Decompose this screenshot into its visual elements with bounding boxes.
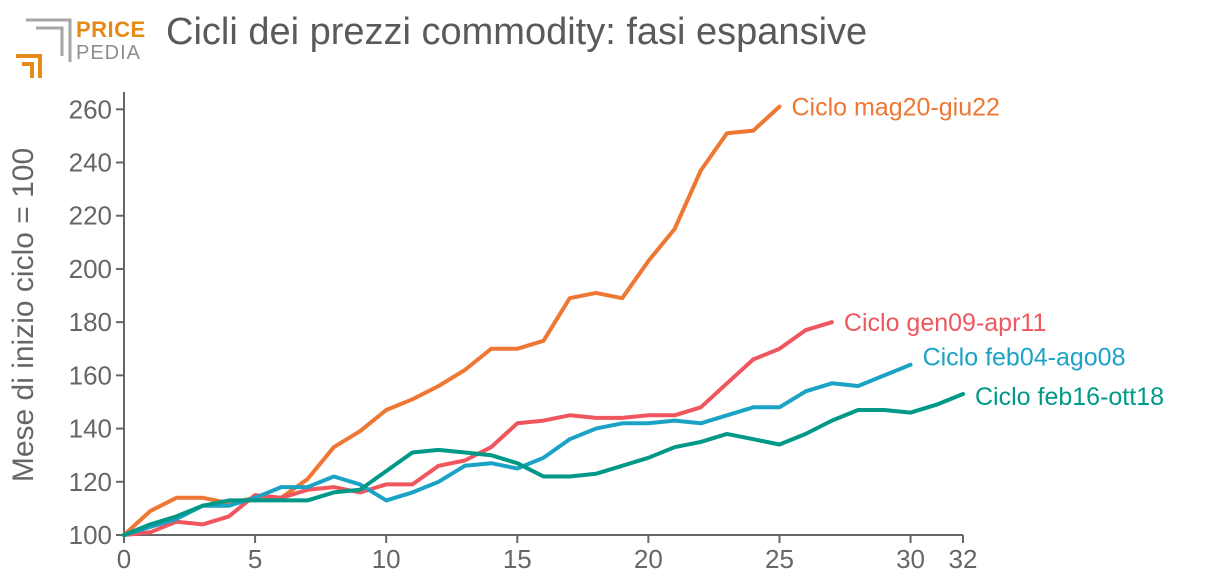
y-tick-label: 120	[69, 467, 112, 497]
series-line	[122, 362, 913, 537]
y-tick-label: 100	[69, 520, 112, 550]
x-tick-label: 10	[372, 544, 401, 574]
y-tick-label: 260	[69, 94, 112, 124]
logo-word-pedia: PEDIA	[76, 42, 142, 64]
x-tick-label: 25	[765, 544, 794, 574]
series-end-label: Ciclo mag20-giu22	[791, 94, 999, 122]
y-tick-label: 200	[69, 254, 112, 284]
y-tick-label: 220	[69, 201, 112, 231]
y-axis-label: Mese di inizio ciclo = 100	[7, 148, 40, 482]
x-tick-label: 0	[117, 544, 131, 574]
x-tick-label: 5	[248, 544, 262, 574]
logo-mark-icon	[16, 18, 72, 78]
series-end-label: Ciclo gen09-apr11	[844, 309, 1046, 337]
series-line	[122, 104, 782, 537]
chart-series	[122, 104, 965, 537]
y-tick-label: 140	[69, 414, 112, 444]
y-tick-label: 240	[69, 148, 112, 178]
logo-word-price: PRICE	[76, 17, 146, 42]
chart-title: Cicli dei prezzi commodity: fasi espansi…	[166, 11, 868, 53]
pricepedia-logo	[14, 16, 154, 80]
x-tick-label: 15	[503, 544, 532, 574]
series-end-label: Ciclo feb04-ago08	[923, 344, 1126, 372]
series-labels: Ciclo mag20-giu22 Ciclo gen09-apr11 Ciclo …	[791, 94, 1164, 411]
x-tick-label: 20	[634, 544, 663, 574]
y-tick-label: 160	[69, 360, 112, 390]
x-tick-label: 30	[896, 544, 925, 574]
series-end-label: Ciclo feb16-ott18	[975, 383, 1164, 411]
x-tick-label: 32	[949, 544, 978, 574]
chart-axes: 100 120 140 160 180 200 220 240 260 0 5 10 15 20 25 30 3…	[69, 92, 978, 574]
series-line	[122, 392, 965, 537]
y-tick-label: 180	[69, 307, 112, 337]
